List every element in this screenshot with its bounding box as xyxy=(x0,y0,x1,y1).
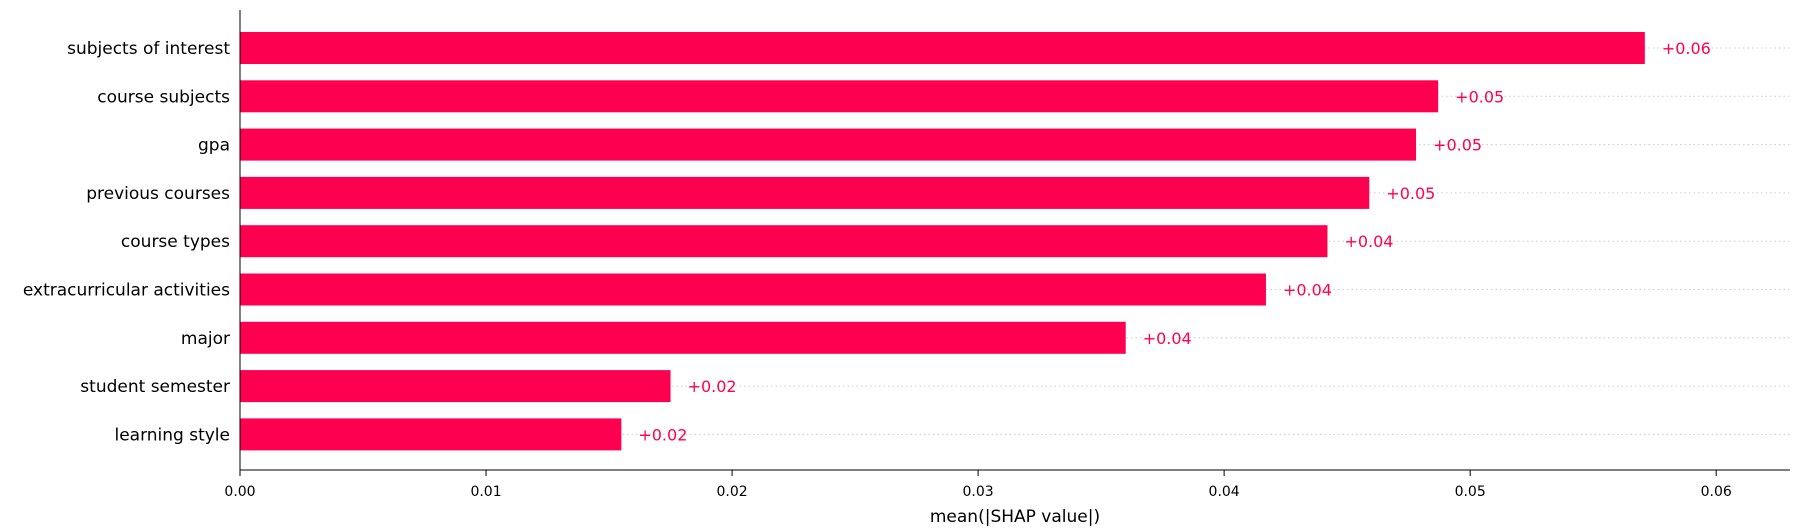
bar-value-label: +0.02 xyxy=(638,425,687,444)
category-label: major xyxy=(181,329,230,349)
bar-value-label: +0.05 xyxy=(1433,136,1482,155)
bar xyxy=(240,80,1439,113)
x-tick-label: 0.00 xyxy=(224,484,255,500)
x-ticks: 0.00 0.01 0.02 0.03 0.04 0.05 0.06 xyxy=(224,470,1732,500)
bar xyxy=(240,321,1126,354)
x-tick-label: 0.02 xyxy=(716,484,747,500)
x-tick-label: 0.01 xyxy=(470,484,501,500)
category-label: extracurricular activities xyxy=(23,281,230,301)
bar-value-label: +0.04 xyxy=(1283,281,1332,300)
x-tick-label: 0.06 xyxy=(1701,484,1732,500)
category-label: subjects of interest xyxy=(67,39,230,59)
bar xyxy=(240,273,1266,306)
bar-value-label: +0.02 xyxy=(688,377,737,396)
bar xyxy=(240,225,1328,258)
data-labels: +0.06 +0.05 +0.05 +0.05 +0.04 +0.04 +0.04 +0.02… xyxy=(638,39,1711,444)
bar-value-label: +0.06 xyxy=(1662,39,1711,58)
category-label: course types xyxy=(121,232,230,252)
x-axis-label: mean(|SHAP value|) xyxy=(930,507,1100,527)
category-label: student semester xyxy=(80,377,230,397)
bar xyxy=(240,370,671,403)
bar-value-label: +0.04 xyxy=(1344,232,1393,251)
category-labels: subjects of interest course subjects gpa pr… xyxy=(23,39,230,445)
category-label: course subjects xyxy=(97,87,230,107)
bar-value-label: +0.05 xyxy=(1455,87,1504,106)
bar-value-label: +0.05 xyxy=(1386,184,1435,203)
bars xyxy=(240,32,1645,451)
bar-value-label: +0.04 xyxy=(1143,329,1192,348)
axes xyxy=(239,10,1790,471)
bar xyxy=(240,418,622,451)
x-tick-label: 0.03 xyxy=(963,484,994,500)
category-label: gpa xyxy=(198,136,230,156)
bar xyxy=(240,176,1370,209)
bar xyxy=(240,128,1417,161)
category-label: learning style xyxy=(114,425,230,445)
x-tick-label: 0.05 xyxy=(1455,484,1486,500)
category-label: previous courses xyxy=(86,184,230,204)
bar xyxy=(240,32,1645,64)
x-tick-label: 0.04 xyxy=(1209,484,1240,500)
